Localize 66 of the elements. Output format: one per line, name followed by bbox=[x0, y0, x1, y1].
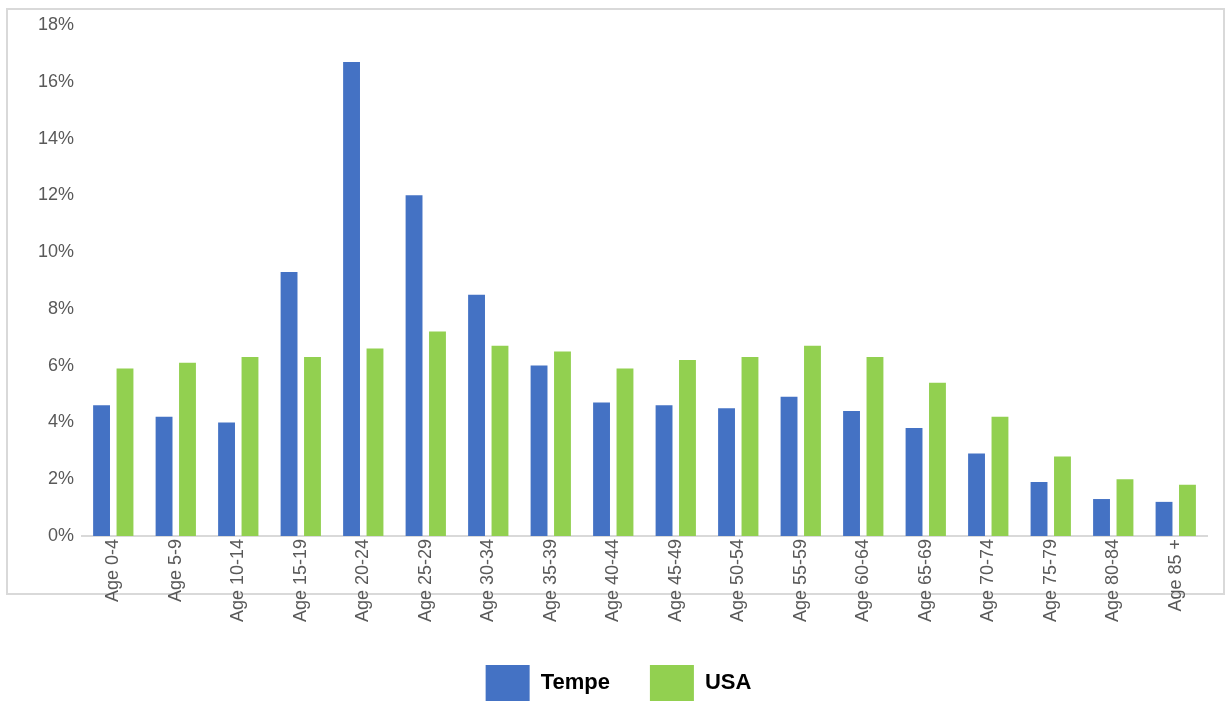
x-tick-label: Age 45-49 bbox=[664, 538, 685, 623]
bar bbox=[991, 416, 1009, 536]
bar bbox=[1155, 501, 1173, 536]
x-tick-label: Age 25-29 bbox=[414, 538, 435, 623]
bar bbox=[804, 345, 821, 536]
x-tick-label: Age 30-34 bbox=[477, 538, 498, 623]
x-tick-label: Age 80-84 bbox=[1102, 538, 1123, 623]
bar bbox=[218, 422, 235, 536]
bar bbox=[780, 396, 798, 536]
legend-label: USA bbox=[704, 669, 752, 695]
bar bbox=[1093, 499, 1110, 536]
bar bbox=[468, 294, 485, 536]
bar bbox=[155, 416, 173, 536]
y-tick-label: 2% bbox=[48, 468, 75, 489]
bar bbox=[554, 351, 571, 536]
bar bbox=[530, 365, 548, 536]
x-tick-label: Age 35-39 bbox=[539, 538, 560, 623]
y-tick-label: 10% bbox=[38, 241, 75, 262]
bar bbox=[241, 357, 259, 536]
x-tick-label: Age 5-9 bbox=[164, 538, 185, 602]
bar bbox=[616, 368, 634, 536]
bar bbox=[718, 408, 735, 536]
bar bbox=[179, 362, 196, 536]
bar bbox=[366, 348, 384, 536]
bar bbox=[866, 357, 884, 536]
legend-label: Tempe bbox=[540, 669, 610, 695]
bar bbox=[343, 61, 360, 536]
bar bbox=[905, 428, 923, 536]
y-tick-label: 12% bbox=[38, 184, 75, 205]
y-tick-label: 16% bbox=[38, 70, 75, 91]
y-tick-label: 4% bbox=[48, 411, 75, 432]
y-tick-label: 8% bbox=[48, 297, 75, 318]
bar bbox=[1030, 482, 1048, 536]
x-tick-label: Age 60-64 bbox=[852, 538, 873, 623]
bar bbox=[491, 345, 509, 536]
y-tick-label: 18% bbox=[38, 13, 75, 34]
x-tick-label: Age 55-59 bbox=[789, 538, 810, 623]
bar bbox=[304, 357, 321, 536]
bar bbox=[929, 382, 946, 536]
x-tick-label: Age 85 + bbox=[1164, 538, 1185, 612]
y-tick-label: 14% bbox=[38, 127, 75, 148]
bar bbox=[679, 359, 696, 536]
x-tick-label: Age 75-79 bbox=[1039, 538, 1060, 623]
bar bbox=[429, 331, 446, 536]
bar bbox=[1116, 479, 1134, 536]
bar bbox=[93, 405, 110, 536]
bar bbox=[741, 357, 759, 536]
bar bbox=[1179, 484, 1196, 536]
x-tick-label: Age 15-19 bbox=[289, 538, 310, 623]
bar bbox=[116, 368, 134, 536]
bar bbox=[655, 405, 673, 536]
bar bbox=[843, 411, 860, 536]
bar bbox=[968, 453, 985, 536]
x-tick-label: Age 50-54 bbox=[727, 538, 748, 623]
x-tick-label: Age 40-44 bbox=[602, 538, 623, 623]
bar bbox=[405, 195, 423, 536]
bar bbox=[1054, 456, 1071, 536]
bar bbox=[593, 402, 610, 536]
x-tick-label: Age 65-69 bbox=[914, 538, 935, 623]
x-tick-label: Age 10-14 bbox=[227, 538, 248, 623]
y-tick-label: 6% bbox=[48, 354, 75, 375]
bar bbox=[280, 271, 298, 536]
x-tick-label: Age 0-4 bbox=[102, 538, 123, 602]
y-tick-label: 0% bbox=[48, 524, 75, 545]
x-tick-label: Age 70-74 bbox=[977, 538, 998, 623]
x-tick-label: Age 20-24 bbox=[352, 538, 373, 623]
